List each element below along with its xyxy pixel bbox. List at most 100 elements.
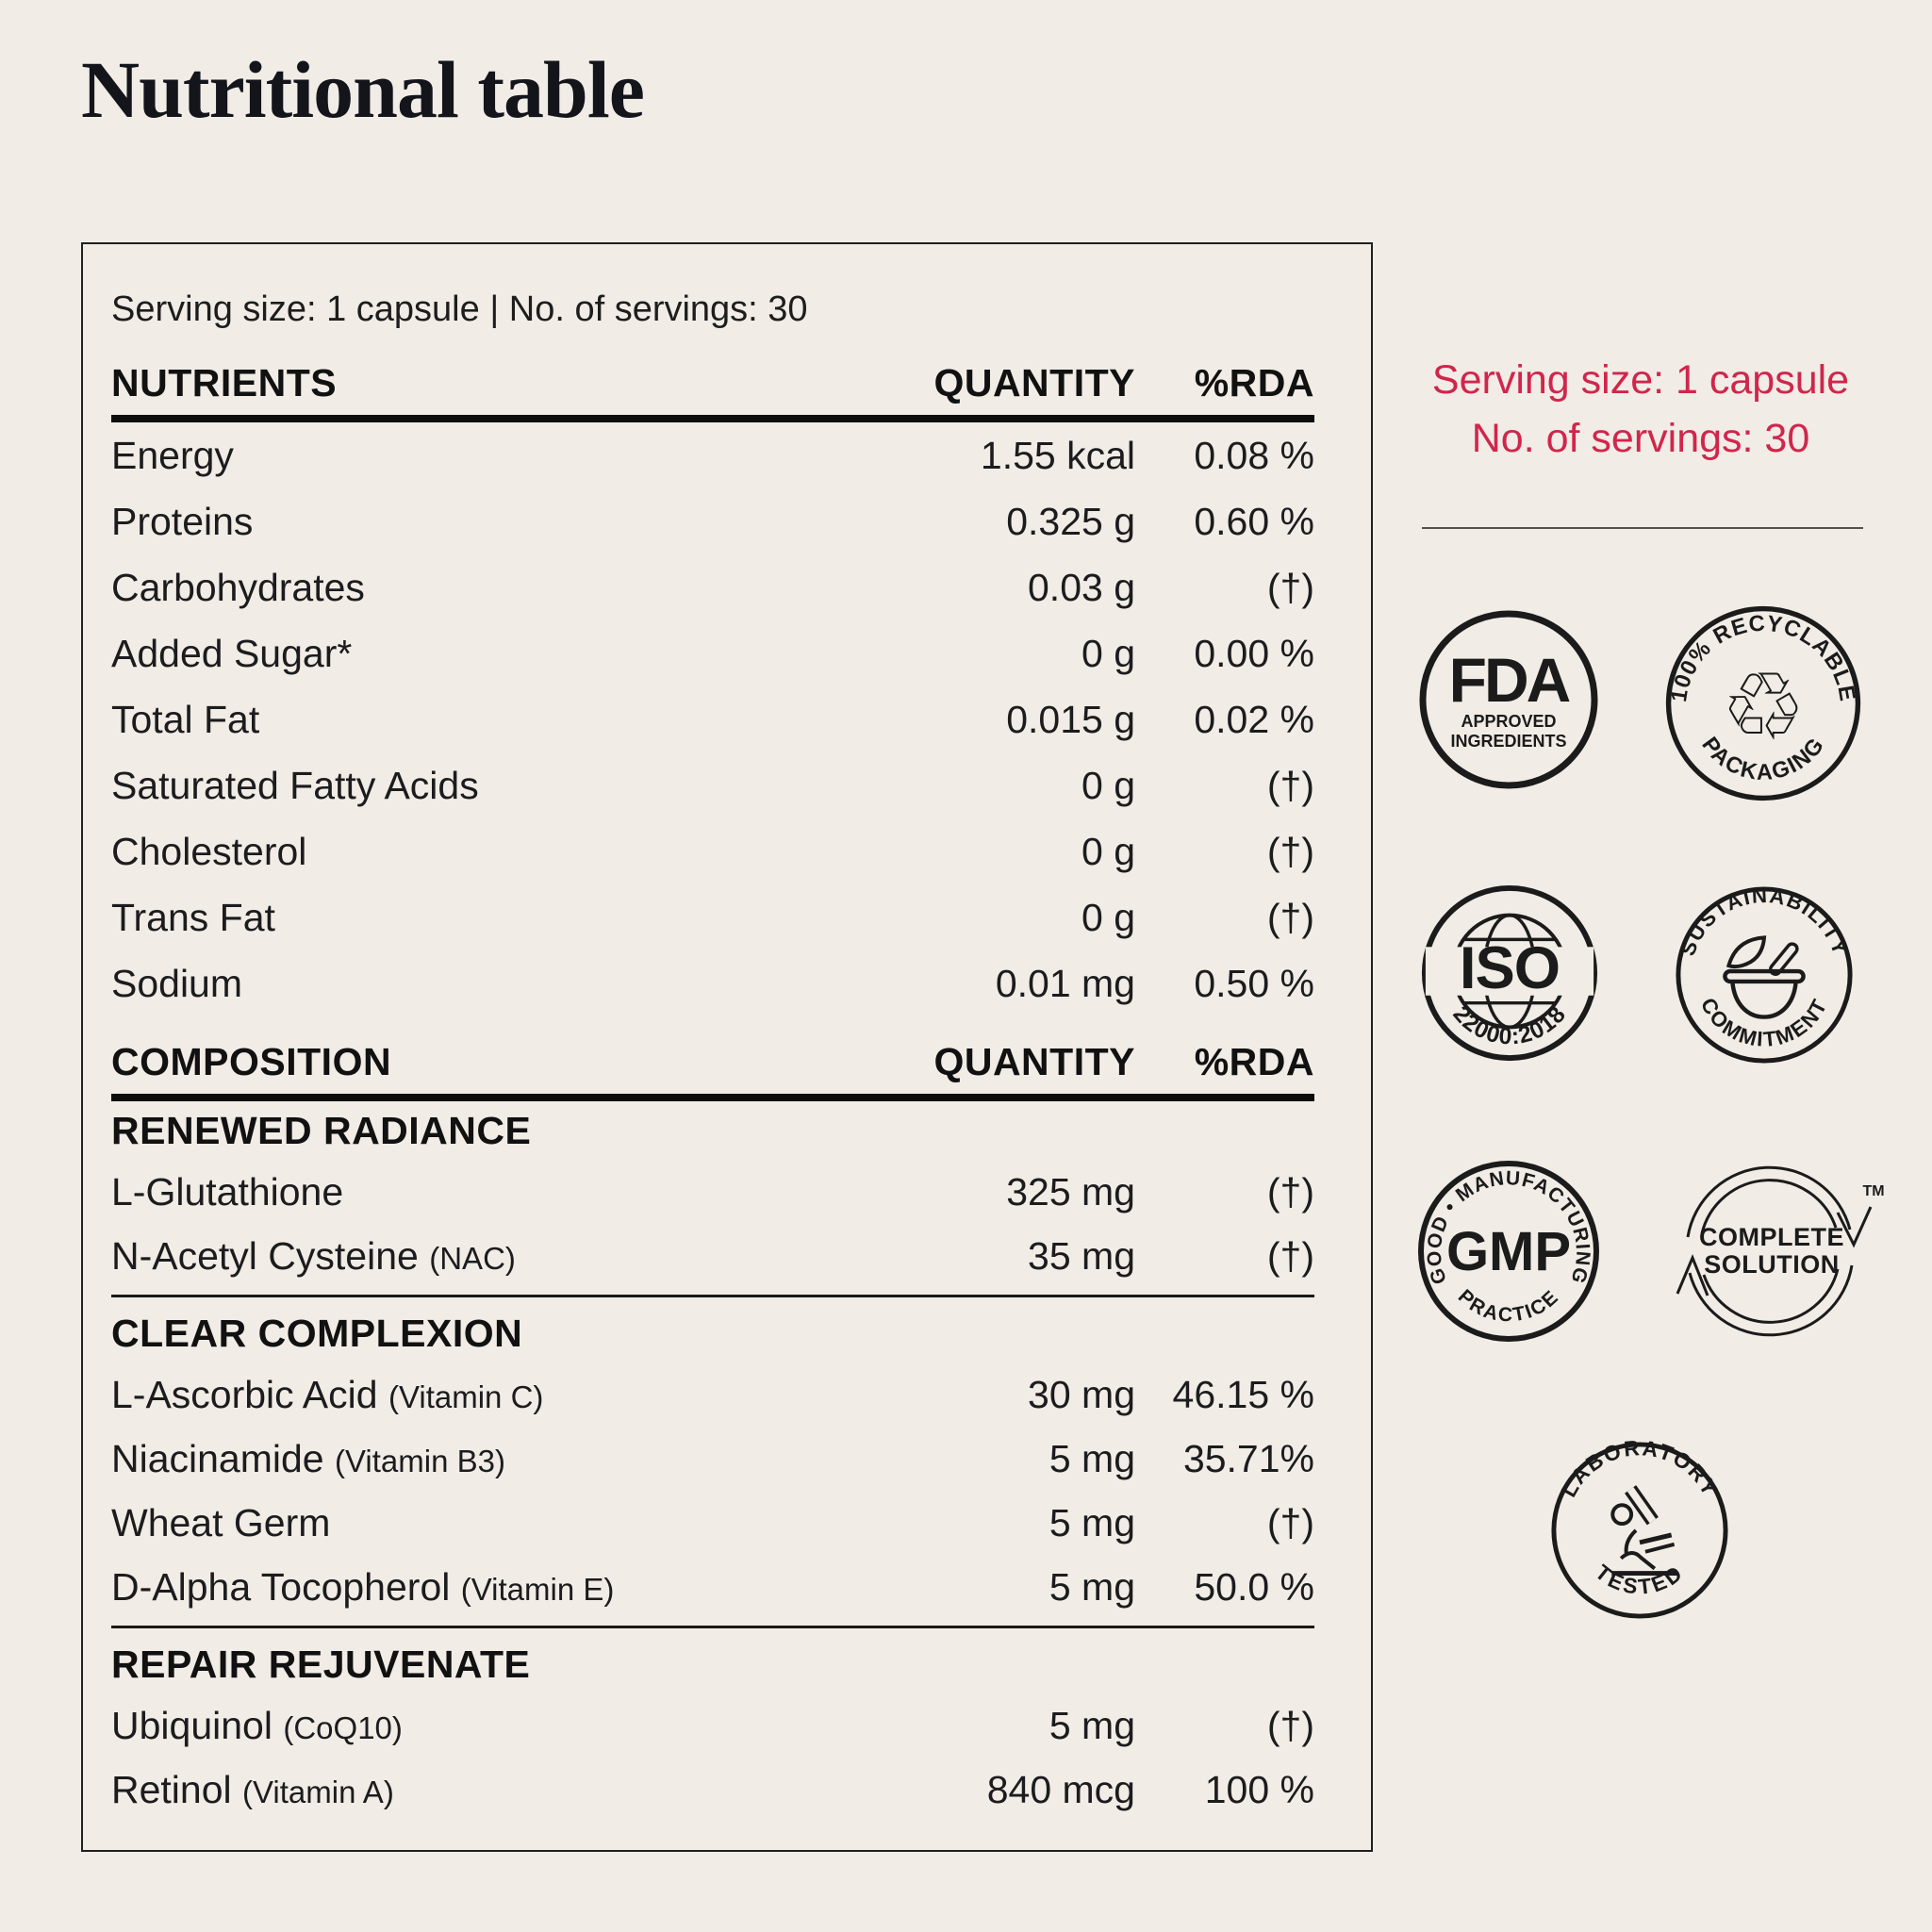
- ingredient-rda: (†): [1266, 1500, 1314, 1544]
- nutrient-qty: 0 g: [1082, 631, 1135, 675]
- ingredient-rda: (†): [1266, 1703, 1314, 1747]
- header-rule: [111, 1094, 1314, 1101]
- complete-solution-badge: COMPLETE SOLUTION TM: [1676, 1165, 1885, 1337]
- table-row: Saturated Fatty Acids 0 g (†): [111, 752, 1314, 818]
- ingredient-qty: 5 mg: [1049, 1564, 1135, 1609]
- gmp-badge: GOOD • MANUFACTURING • PRACTICE • GMP: [1414, 1157, 1599, 1342]
- table-row: Ubiquinol (CoQ10) 5 mg (†): [111, 1693, 1314, 1758]
- ingredient-qty: 35 mg: [1028, 1233, 1135, 1278]
- nutrient-rda: 0.02 %: [1194, 697, 1314, 741]
- col-header-nutrients: NUTRIENTS: [111, 361, 338, 405]
- nutrient-rda: 0.50 %: [1194, 961, 1314, 1005]
- nutrient-rda: (†): [1266, 829, 1314, 873]
- ingredient-qty: 5 mg: [1049, 1500, 1135, 1544]
- sustainability-bottom-text: COMMITMENT: [1696, 994, 1830, 1051]
- table-row: Retinol (Vitamin A) 840 mcg 100 %: [111, 1758, 1314, 1822]
- nutrient-qty: 0.325 g: [1006, 499, 1135, 543]
- complete-label: COMPLETE: [1699, 1223, 1844, 1251]
- nutrient-rda: (†): [1266, 895, 1314, 939]
- nutrient-name: Trans Fat: [111, 895, 275, 939]
- nutrient-name: Energy: [111, 433, 234, 477]
- nutrient-qty: 0.015 g: [1006, 697, 1135, 741]
- svg-text:TESTED: TESTED: [1591, 1560, 1689, 1599]
- section-divider: [111, 1626, 1314, 1628]
- nutrient-name: Saturated Fatty Acids: [111, 763, 479, 807]
- col-header-rda: %RDA: [1194, 1040, 1314, 1083]
- table-row: Carbohydrates 0.03 g (†): [111, 554, 1314, 620]
- ingredient-rda: 50.0 %: [1194, 1564, 1314, 1609]
- serving-info-highlight: Serving size: 1 capsule No. of servings:…: [1372, 351, 1909, 468]
- ingredient-label: D-Alpha Tocopherol: [111, 1564, 451, 1609]
- ingredient-qty: 5 mg: [1049, 1436, 1135, 1480]
- ingredient-note: (Vitamin B3): [335, 1443, 505, 1478]
- table-row: D-Alpha Tocopherol (Vitamin E) 5 mg 50.0…: [111, 1555, 1314, 1619]
- nutrient-name: Total Fat: [111, 697, 260, 741]
- nutrient-name: Carbohydrates: [111, 565, 365, 609]
- ingredient-note: (CoQ10): [283, 1709, 403, 1745]
- laboratory-tested-badge: LABORATORY TESTED: [1551, 1437, 1728, 1619]
- table-row: Wheat Germ 5 mg (†): [111, 1491, 1314, 1555]
- sustainability-top-text: SUSTAINABILITY: [1676, 883, 1851, 959]
- horizontal-divider: [1422, 527, 1863, 529]
- laboratory-bottom-text: TESTED: [1591, 1560, 1686, 1599]
- svg-text:COMMITMENT: COMMITMENT: [1696, 994, 1832, 1051]
- serving-size-text: Serving size: 1 capsule: [1431, 357, 1850, 403]
- fda-approved-label: APPROVED: [1461, 712, 1556, 731]
- ingredient-note: (Vitamin C): [388, 1379, 544, 1414]
- nutrient-rda: 0.60 %: [1194, 499, 1314, 543]
- ingredient-label: Ubiquinol: [111, 1703, 272, 1747]
- table-row: Proteins 0.325 g 0.60 %: [111, 488, 1314, 554]
- table-row: L-Ascorbic Acid (Vitamin C) 30 mg 46.15 …: [111, 1362, 1314, 1427]
- trademark-symbol: TM: [1862, 1183, 1884, 1199]
- circular-arrows-icon: [1676, 1165, 1873, 1337]
- table-row: Added Sugar* 0 g 0.00 %: [111, 620, 1314, 686]
- ingredient-rda: (†): [1266, 1233, 1314, 1278]
- ingredient-rda: (†): [1266, 1169, 1314, 1214]
- serving-size-line: Serving size: 1 capsule | No. of serving…: [111, 289, 808, 329]
- header-rule: [111, 415, 1314, 422]
- recycle-icon: ♲: [1721, 655, 1805, 760]
- ingredient-qty: 325 mg: [1006, 1169, 1135, 1214]
- iso-label: ISO: [1460, 935, 1560, 1001]
- ingredient-name: D-Alpha Tocopherol (Vitamin E): [111, 1565, 867, 1610]
- ingredient-note: (Vitamin A): [242, 1774, 394, 1809]
- ingredient-qty: 5 mg: [1049, 1703, 1135, 1747]
- table-row: Trans Fat 0 g (†): [111, 884, 1314, 950]
- table-row: L-Glutathione 325 mg (†): [111, 1160, 1314, 1224]
- ingredient-rda: 35.71%: [1182, 1436, 1314, 1480]
- ingredient-label: L-Ascorbic Acid: [111, 1372, 378, 1416]
- nutrient-name: Added Sugar*: [111, 631, 353, 675]
- sustainability-commitment-badge: SUSTAINABILITY COMMITMENT: [1676, 883, 1853, 1064]
- ingredient-name: Ubiquinol (CoQ10): [111, 1704, 867, 1748]
- nutrients-header-row: NUTRIENTS QUANTITY %RDA: [111, 356, 1314, 415]
- ingredient-name: L-Ascorbic Acid (Vitamin C): [111, 1373, 867, 1417]
- nutrient-rda: (†): [1266, 565, 1314, 609]
- iso-certification-badge: ISO 22000:2018: [1421, 884, 1598, 1062]
- svg-text:22000:2018: 22000:2018: [1447, 1001, 1571, 1049]
- nutrition-table-card: Serving size: 1 capsule | No. of serving…: [81, 242, 1373, 1852]
- section-divider: [111, 1295, 1314, 1297]
- table-row: Niacinamide (Vitamin B3) 5 mg 35.71%: [111, 1427, 1314, 1491]
- ingredient-label: N-Acetyl Cysteine: [111, 1233, 419, 1278]
- fda-approved-badge: FDA APPROVED INGREDIENTS: [1419, 610, 1598, 789]
- ingredient-label: L-Glutathione: [111, 1169, 344, 1214]
- nutrient-qty: 0.01 mg: [995, 961, 1135, 1005]
- gmp-label: GMP: [1446, 1221, 1571, 1282]
- col-header-quantity: QUANTITY: [933, 361, 1135, 405]
- ingredient-name: Retinol (Vitamin A): [111, 1768, 867, 1812]
- ingredient-label: Niacinamide: [111, 1436, 324, 1480]
- ingredient-rda: 100 %: [1204, 1767, 1314, 1811]
- nutrient-name: Proteins: [111, 499, 254, 543]
- table-row: N-Acetyl Cysteine (NAC) 35 mg (†): [111, 1224, 1314, 1288]
- ingredient-note: (Vitamin E): [460, 1571, 615, 1607]
- table-row: Cholesterol 0 g (†): [111, 818, 1314, 884]
- nutrient-qty: 0.03 g: [1028, 565, 1135, 609]
- group-title-repair-rejuvenate: REPAIR REJUVENATE: [111, 1642, 531, 1686]
- nutrient-qty: 0 g: [1082, 829, 1135, 873]
- ingredient-name: L-Glutathione: [111, 1170, 867, 1214]
- col-header-rda: %RDA: [1194, 361, 1314, 405]
- table-row: Energy 1.55 kcal 0.08 %: [111, 422, 1314, 488]
- col-header-quantity: QUANTITY: [933, 1040, 1135, 1083]
- nutrient-name: Cholesterol: [111, 829, 307, 873]
